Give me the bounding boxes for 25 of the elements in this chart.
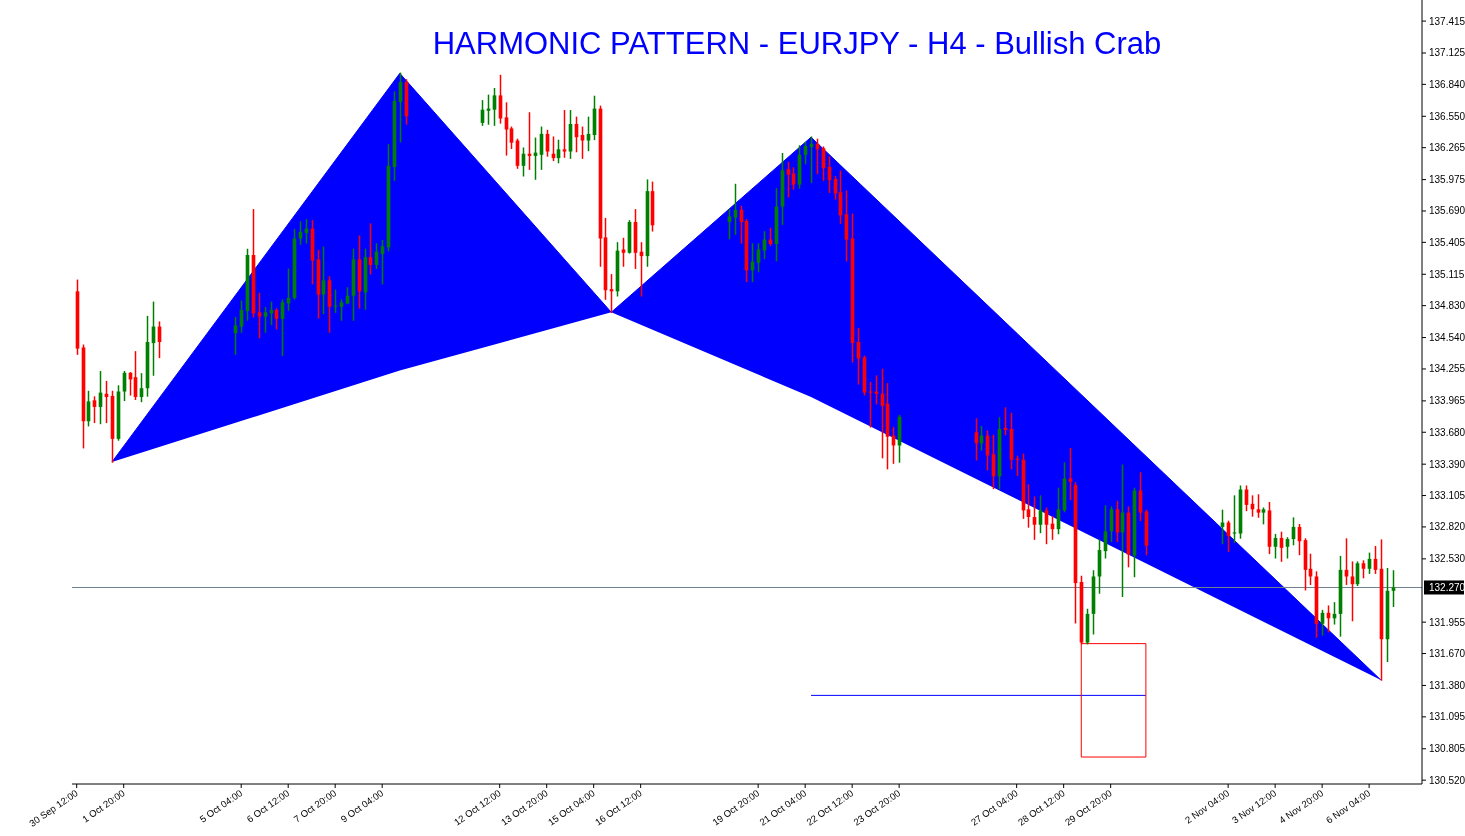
y-tick-label: 136.840 (1429, 78, 1465, 90)
y-tick-label: 137.125 (1429, 47, 1465, 59)
y-tick-label: 136.265 (1429, 142, 1465, 154)
y-tick-label: 132.820 (1429, 521, 1465, 533)
y-tick-label: 131.955 (1429, 616, 1465, 628)
y-tick-label: 131.670 (1429, 648, 1465, 660)
y-tick-label: 131.095 (1429, 711, 1465, 723)
y-tick-label: 132.530 (1429, 553, 1465, 565)
text: HARMONIC PATTERN - EURJPY - H4 - Bullish Crab (432, 26, 1162, 61)
y-tick-label: 135.115 (1429, 268, 1465, 280)
y-tick-label: 135.975 (1429, 174, 1465, 186)
y-tick-label: 133.105 (1429, 490, 1465, 502)
y-tick-label: 135.405 (1429, 236, 1465, 248)
y-tick-label: 136.550 (1429, 110, 1465, 122)
y-tick-label: 134.540 (1429, 332, 1465, 344)
y-tick-label: 133.680 (1429, 426, 1465, 438)
y-tick-label: 131.380 (1429, 679, 1465, 691)
y-tick-label: 130.520 (1429, 774, 1465, 786)
y-tick-label: 135.690 (1429, 205, 1465, 217)
y-tick-label: 133.390 (1429, 458, 1465, 470)
y-tick-label: 133.965 (1429, 395, 1465, 407)
y-tick-label: 137.415 (1429, 15, 1465, 27)
y-tick-label: 134.255 (1429, 363, 1465, 375)
y-tick-label: 134.830 (1429, 300, 1465, 312)
y-tick-label: 130.805 (1429, 743, 1465, 755)
